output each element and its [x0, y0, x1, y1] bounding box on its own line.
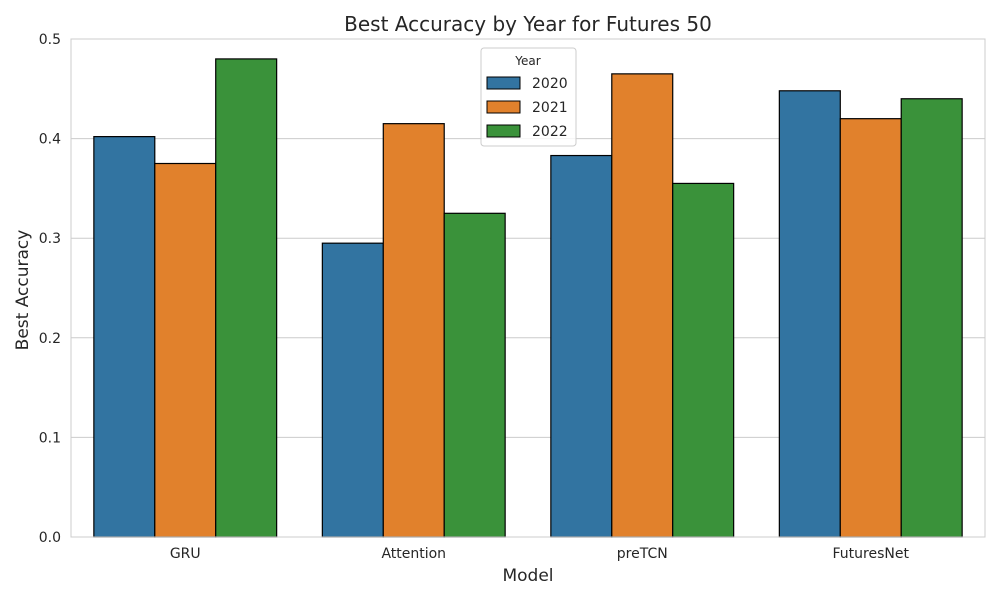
tick-labels: 0.0 0.1 0.2 0.3 0.4 0.5 GRU Attention preTCN Futu… [39, 32, 910, 562]
y-axis-label: Best Accuracy [13, 230, 33, 351]
legend: Year 2020 2021 2022 [480, 47, 577, 147]
chart-title: Best Accuracy by Year for Futures 50 [344, 12, 712, 36]
legend-label-2021: 2021 [532, 100, 568, 116]
legend-label-2022: 2022 [532, 124, 568, 140]
x-tick-label: GRU [170, 546, 201, 562]
bar-pretcn-2020 [550, 154, 613, 538]
bar-attention-2021 [382, 123, 445, 538]
x-tick-label: FuturesNet [833, 546, 910, 562]
y-tick-label: 0.0 [39, 530, 61, 546]
legend-title: Year [514, 54, 540, 68]
y-tick-label: 0.4 [39, 132, 61, 148]
bar-attention-2020 [321, 242, 384, 538]
bar-futuresnet-2022 [900, 98, 963, 538]
legend-items: 2020 2021 2022 [486, 76, 568, 140]
legend-box [480, 47, 577, 147]
x-tick-label: Attention [381, 546, 446, 562]
bar-futuresnet-2021 [839, 118, 902, 538]
plot-frame [70, 38, 986, 538]
bar-attention-2022 [443, 212, 506, 538]
legend-swatch-2021 [486, 100, 521, 114]
y-tick-label: 0.1 [39, 430, 61, 446]
legend-swatch-2020 [486, 76, 521, 90]
bars [93, 58, 963, 538]
bar-futuresnet-2020 [778, 90, 841, 538]
y-tick-label: 0.2 [39, 331, 61, 347]
legend-swatch-2022 [486, 124, 521, 138]
y-tick-label: 0.3 [39, 231, 61, 247]
bar-gru-2020 [93, 136, 156, 538]
bar-gru-2022 [215, 58, 278, 538]
y-tick-label: 0.5 [39, 32, 61, 48]
x-tick-label: preTCN [617, 546, 668, 562]
bar-gru-2021 [154, 162, 217, 538]
bar-pretcn-2021 [611, 73, 674, 538]
legend-label-2020: 2020 [532, 76, 568, 92]
plot-border [70, 38, 986, 538]
bar-pretcn-2022 [672, 182, 735, 538]
x-axis-label: Model [502, 566, 553, 586]
